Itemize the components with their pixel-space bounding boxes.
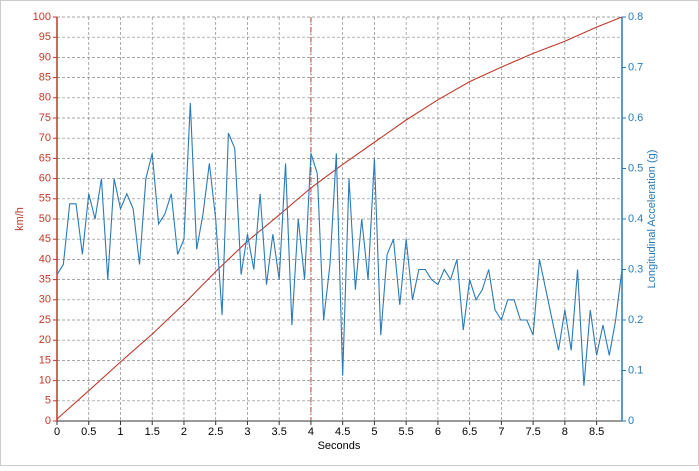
x-tick-label: 6.5	[462, 426, 477, 438]
y2-tick-label: 0.2	[628, 314, 643, 326]
x-tick-label: 1	[117, 426, 123, 438]
y-tick-label: 35	[39, 274, 51, 286]
y2-tick-label: 0.6	[628, 112, 643, 124]
x-tick-label: 4	[308, 426, 314, 438]
x-tick-label: 3.5	[272, 426, 287, 438]
x-tick-label: 5.5	[399, 426, 414, 438]
y-tick-label: 85	[39, 72, 51, 84]
y2-tick-label: 0.7	[628, 61, 643, 73]
y2-tick-label: 0.1	[628, 364, 643, 376]
x-axis-title: Seconds	[318, 440, 361, 452]
series-line	[56, 16, 623, 420]
series-line	[56, 102, 623, 386]
y-tick-label: 95	[39, 31, 51, 43]
x-tick-label: 5	[371, 426, 377, 438]
y-axis-title: km/h	[14, 207, 26, 231]
y-tick-label: 15	[39, 354, 51, 366]
x-tick-label: 1.5	[145, 426, 160, 438]
y2-tick-label: 0.5	[628, 162, 643, 174]
y-tick-label: 80	[39, 92, 51, 104]
x-tick-label: 7.5	[525, 426, 540, 438]
y2-tick-label: 0.8	[628, 11, 643, 23]
y-tick-label: 30	[39, 294, 51, 306]
x-tick-label: 0	[54, 426, 60, 438]
y-tick-label: 55	[39, 193, 51, 205]
y-tick-label: 25	[39, 314, 51, 326]
y-tick-label: 75	[39, 112, 51, 124]
y-tick-label: 100	[33, 11, 51, 23]
y-tick-label: 0	[45, 415, 51, 427]
y-tick-label: 50	[39, 213, 51, 225]
x-tick-label: 0.5	[81, 426, 96, 438]
x-tick-label: 8	[562, 426, 568, 438]
y-tick-label: 10	[39, 375, 51, 387]
y-tick-label: 20	[39, 334, 51, 346]
y-tick-label: 60	[39, 173, 51, 185]
x-tick-label: 4.5	[335, 426, 350, 438]
y2-tick-label: 0	[628, 415, 634, 427]
x-tick-label: 3	[244, 426, 250, 438]
x-tick-label: 2.5	[208, 426, 223, 438]
y-tick-label: 40	[39, 253, 51, 265]
y-tick-label: 90	[39, 51, 51, 63]
x-tick-label: 8.5	[589, 426, 604, 438]
y-tick-label: 65	[39, 152, 51, 164]
y-tick-label: 5	[45, 395, 51, 407]
y-tick-label: 45	[39, 233, 51, 245]
y-tick-label: 70	[39, 132, 51, 144]
x-tick-label: 7	[498, 426, 504, 438]
y2-tick-label: 0.4	[628, 213, 643, 225]
x-tick-label: 6	[435, 426, 441, 438]
x-tick-label: 2	[181, 426, 187, 438]
y2-tick-label: 0.3	[628, 263, 643, 275]
y2-axis-title: Longitudinal Acceleration (g)	[646, 150, 658, 289]
